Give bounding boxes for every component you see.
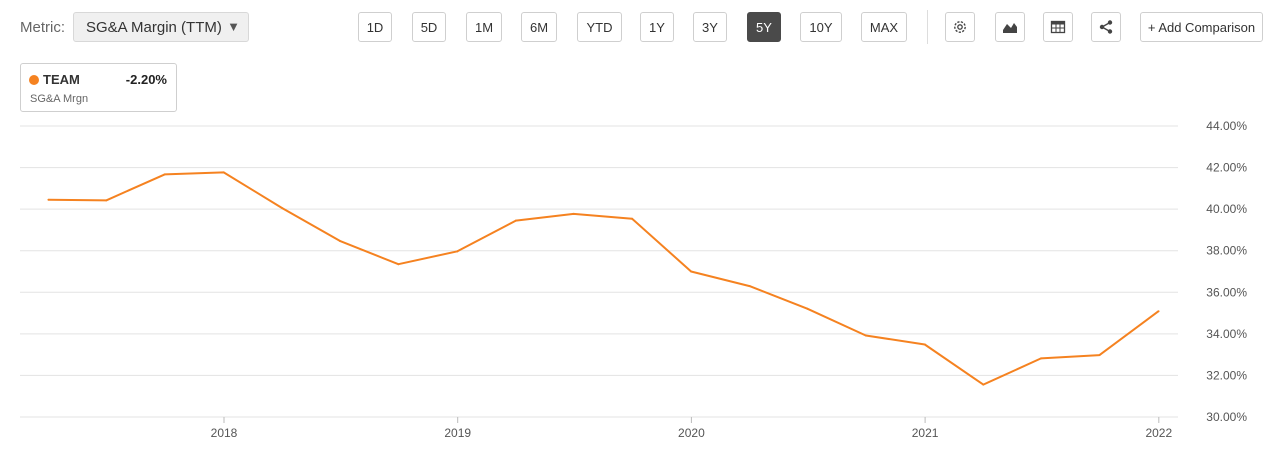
data-point: [281, 207, 284, 210]
series-line: [48, 171, 1160, 386]
data-point: [105, 199, 108, 202]
range-button-10y[interactable]: 10Y: [800, 12, 842, 42]
range-button-1m[interactable]: 1M: [466, 12, 502, 42]
data-point: [338, 239, 341, 242]
legend-ticker: TEAM: [43, 72, 80, 87]
series-color-dot: [29, 75, 39, 85]
toolbar: Metric: SG&A Margin (TTM) ▼ 1D 5D 1M 6M …: [0, 0, 1280, 56]
share-icon: [1099, 20, 1113, 34]
settings-button[interactable]: [945, 12, 975, 42]
settings-icon: [954, 21, 966, 33]
table-view-button[interactable]: [1043, 12, 1073, 42]
y-tick-label: 36.00%: [1206, 285, 1247, 299]
table-icon: [1050, 20, 1066, 34]
chevron-down-icon: ▼: [227, 19, 240, 34]
range-button-3y[interactable]: 3Y: [693, 12, 727, 42]
series-legend[interactable]: TEAM -2.20% SG&A Mrgn: [20, 63, 177, 112]
data-point: [631, 217, 634, 220]
metric-select-value: SG&A Margin (TTM): [86, 19, 222, 36]
data-point: [47, 198, 50, 201]
toolbar-divider: [927, 10, 928, 44]
y-tick-label: 34.00%: [1206, 327, 1247, 341]
x-tick-label: 2018: [211, 426, 238, 440]
data-point: [806, 307, 809, 310]
chart-type-button[interactable]: [995, 12, 1025, 42]
range-button-6m[interactable]: 6M: [521, 12, 557, 42]
y-tick-label: 40.00%: [1206, 202, 1247, 216]
x-tick-label: 2019: [444, 426, 471, 440]
data-point: [514, 219, 517, 222]
metric-select[interactable]: SG&A Margin (TTM) ▼: [73, 12, 249, 42]
share-button[interactable]: [1091, 12, 1121, 42]
data-point: [864, 334, 867, 337]
data-point: [456, 250, 459, 253]
metric-label: Metric:: [20, 19, 65, 36]
x-tick-label: 2022: [1145, 426, 1172, 440]
x-tick-label: 2020: [678, 426, 705, 440]
y-tick-label: 38.00%: [1206, 244, 1247, 258]
y-tick-label: 32.00%: [1206, 368, 1247, 382]
chart-type-icon: [1003, 23, 1017, 33]
y-tick-label: 44.00%: [1206, 119, 1247, 133]
data-point: [982, 383, 985, 386]
x-tick-label: 2021: [912, 426, 939, 440]
data-point: [397, 263, 400, 266]
range-button-ytd[interactable]: YTD: [577, 12, 622, 42]
range-button-5d[interactable]: 5D: [412, 12, 446, 42]
data-point: [163, 173, 166, 176]
add-comparison-button[interactable]: + Add Comparison: [1140, 12, 1263, 42]
range-button-1y[interactable]: 1Y: [640, 12, 674, 42]
data-point: [572, 212, 575, 215]
data-point: [1098, 354, 1101, 357]
legend-metric: SG&A Mrgn: [30, 93, 89, 105]
y-tick-label: 42.00%: [1206, 161, 1247, 175]
range-button-max[interactable]: MAX: [861, 12, 907, 42]
data-point: [1040, 357, 1043, 360]
y-tick-label: 30.00%: [1206, 410, 1247, 424]
data-point: [1157, 310, 1160, 313]
data-point: [923, 343, 926, 346]
range-button-5y[interactable]: 5Y: [747, 12, 781, 42]
legend-change: -2.20%: [125, 72, 167, 87]
data-point: [222, 171, 225, 174]
data-point: [748, 285, 751, 288]
data-point: [690, 270, 693, 273]
range-button-1d[interactable]: 1D: [358, 12, 392, 42]
